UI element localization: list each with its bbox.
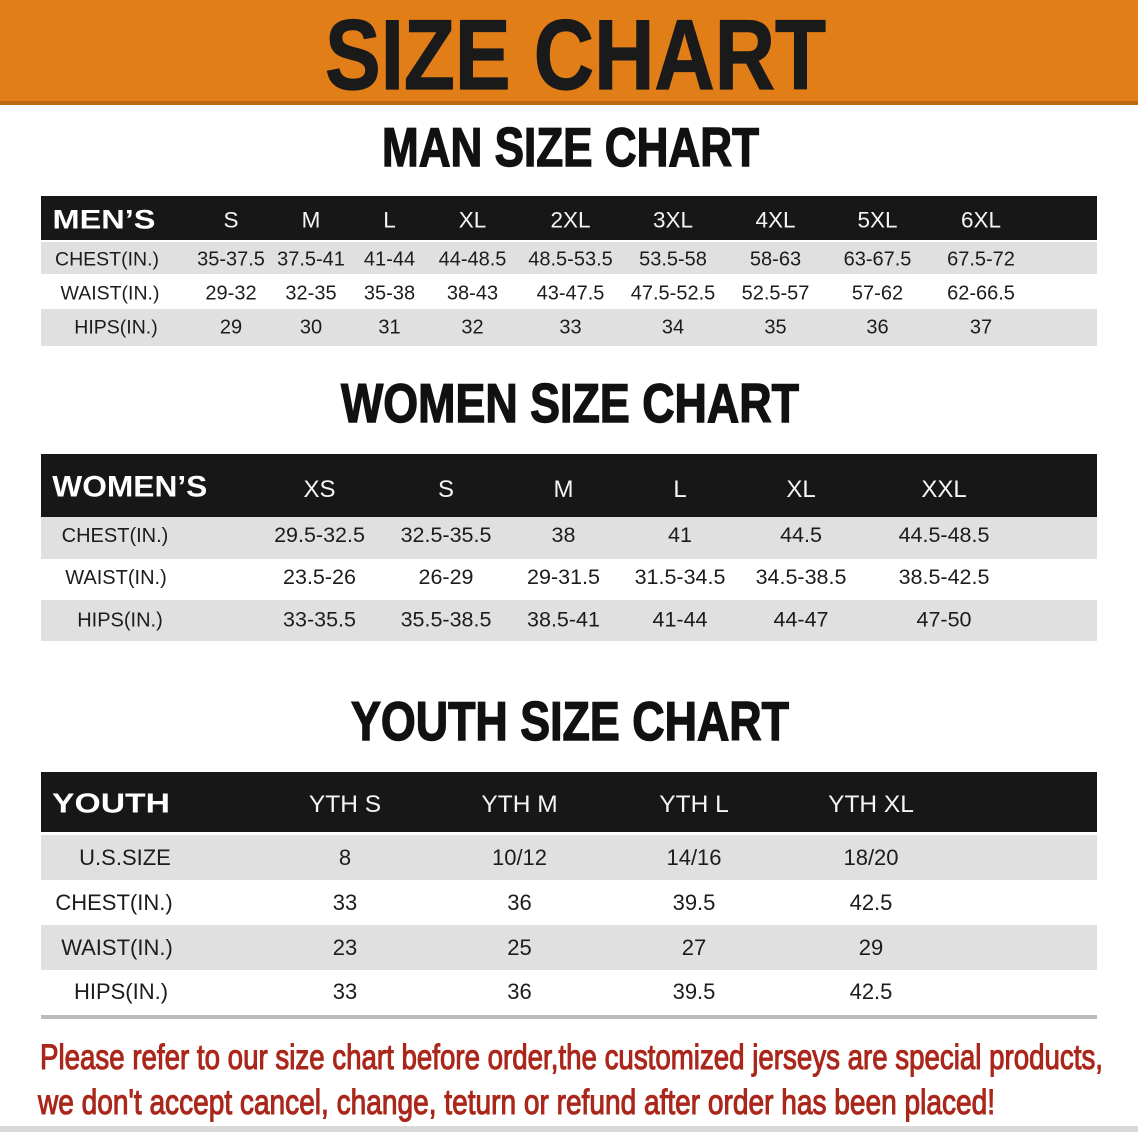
svg-text:29: 29	[220, 317, 242, 339]
svg-text:31: 31	[378, 317, 400, 339]
svg-text:36: 36	[507, 890, 531, 915]
svg-text:WAIST(IN.): WAIST(IN.)	[65, 567, 166, 589]
svg-text:Please refer to our size chart: Please refer to our size chart before or…	[40, 1037, 1103, 1077]
svg-text:SIZE CHART: SIZE CHART	[325, 0, 826, 110]
svg-text:29.5-32.5: 29.5-32.5	[274, 523, 365, 547]
svg-text:39.5: 39.5	[673, 979, 716, 1004]
svg-text:M: M	[554, 476, 574, 503]
svg-text:18/20: 18/20	[843, 845, 898, 870]
svg-text:44-47: 44-47	[774, 608, 829, 632]
svg-text:38-43: 38-43	[447, 283, 498, 305]
svg-text:32-35: 32-35	[285, 283, 336, 305]
svg-text:WAIST(IN.): WAIST(IN.)	[61, 935, 173, 960]
svg-text:HIPS(IN.): HIPS(IN.)	[77, 610, 163, 632]
svg-text:8: 8	[339, 845, 351, 870]
svg-text:WAIST(IN.): WAIST(IN.)	[61, 283, 160, 305]
svg-text:57-62: 57-62	[852, 283, 903, 305]
svg-text:58-63: 58-63	[750, 249, 801, 271]
svg-text:XL: XL	[786, 476, 815, 503]
svg-text:63-67.5: 63-67.5	[844, 249, 912, 271]
svg-text:25: 25	[507, 935, 531, 960]
svg-text:34.5-38.5: 34.5-38.5	[756, 565, 847, 589]
svg-text:32.5-35.5: 32.5-35.5	[401, 523, 492, 547]
svg-text:YTH S: YTH S	[309, 791, 381, 818]
svg-text:52.5-57: 52.5-57	[742, 283, 810, 305]
svg-text:S: S	[438, 476, 454, 503]
svg-text:we don't accept cancel, change: we don't accept cancel, change, teturn o…	[37, 1082, 995, 1122]
svg-text:29-32: 29-32	[205, 283, 256, 305]
svg-text:YTH XL: YTH XL	[828, 791, 914, 818]
svg-text:44.5-48.5: 44.5-48.5	[899, 523, 990, 547]
svg-text:S: S	[223, 208, 238, 233]
svg-text:14/16: 14/16	[666, 845, 721, 870]
svg-text:HIPS(IN.): HIPS(IN.)	[74, 979, 168, 1004]
svg-text:39.5: 39.5	[673, 890, 716, 915]
svg-text:38.5-42.5: 38.5-42.5	[899, 565, 990, 589]
svg-text:CHEST(IN.): CHEST(IN.)	[62, 525, 169, 547]
svg-text:MEN’S: MEN’S	[53, 205, 156, 235]
svg-text:L: L	[383, 208, 396, 233]
svg-text:3XL: 3XL	[653, 208, 693, 233]
svg-text:44.5: 44.5	[780, 523, 822, 547]
svg-text:38.5-41: 38.5-41	[527, 608, 600, 632]
svg-text:XL: XL	[459, 208, 487, 233]
svg-text:44-48.5: 44-48.5	[439, 249, 507, 271]
svg-text:38: 38	[552, 523, 576, 547]
svg-text:26-29: 26-29	[419, 565, 474, 589]
svg-text:YTH L: YTH L	[659, 791, 728, 818]
svg-text:36: 36	[866, 317, 888, 339]
svg-text:37.5-41: 37.5-41	[277, 249, 345, 271]
svg-text:23.5-26: 23.5-26	[283, 565, 356, 589]
svg-text:67.5-72: 67.5-72	[947, 249, 1015, 271]
svg-text:XS: XS	[303, 476, 335, 503]
svg-text:35-37.5: 35-37.5	[197, 249, 265, 271]
svg-text:23: 23	[333, 935, 357, 960]
svg-text:42.5: 42.5	[850, 890, 893, 915]
svg-text:30: 30	[300, 317, 322, 339]
svg-text:CHEST(IN.): CHEST(IN.)	[55, 890, 172, 915]
svg-text:2XL: 2XL	[550, 208, 590, 233]
svg-text:L: L	[673, 476, 686, 503]
svg-text:29: 29	[859, 935, 883, 960]
svg-text:33-35.5: 33-35.5	[283, 608, 356, 632]
svg-text:33: 33	[333, 979, 357, 1004]
svg-text:4XL: 4XL	[755, 208, 795, 233]
svg-text:YTH M: YTH M	[481, 791, 557, 818]
svg-text:YOUTH: YOUTH	[52, 788, 170, 819]
svg-text:CHEST(IN.): CHEST(IN.)	[55, 249, 159, 271]
svg-text:35-38: 35-38	[364, 283, 415, 305]
svg-text:62-66.5: 62-66.5	[947, 283, 1015, 305]
svg-text:41: 41	[668, 523, 692, 547]
svg-text:32: 32	[461, 317, 483, 339]
svg-text:XXL: XXL	[921, 476, 966, 503]
svg-text:34: 34	[662, 317, 684, 339]
svg-text:35: 35	[764, 317, 786, 339]
svg-text:33: 33	[333, 890, 357, 915]
svg-text:10/12: 10/12	[492, 845, 547, 870]
svg-text:M: M	[302, 208, 321, 233]
svg-text:41-44: 41-44	[653, 608, 708, 632]
svg-text:53.5-58: 53.5-58	[639, 249, 707, 271]
svg-text:35.5-38.5: 35.5-38.5	[401, 608, 492, 632]
svg-text:WOMEN SIZE CHART: WOMEN SIZE CHART	[341, 372, 799, 434]
svg-text:37: 37	[970, 317, 992, 339]
svg-text:43-47.5: 43-47.5	[537, 283, 605, 305]
svg-text:6XL: 6XL	[961, 208, 1001, 233]
svg-text:MAN SIZE CHART: MAN SIZE CHART	[382, 116, 759, 178]
svg-text:U.S.SIZE: U.S.SIZE	[79, 845, 171, 870]
svg-text:48.5-53.5: 48.5-53.5	[528, 249, 613, 271]
svg-text:27: 27	[682, 935, 706, 960]
svg-text:YOUTH SIZE CHART: YOUTH SIZE CHART	[351, 690, 789, 752]
svg-text:33: 33	[559, 317, 581, 339]
svg-text:36: 36	[507, 979, 531, 1004]
svg-text:47.5-52.5: 47.5-52.5	[631, 283, 716, 305]
svg-text:31.5-34.5: 31.5-34.5	[635, 565, 726, 589]
svg-text:5XL: 5XL	[857, 208, 897, 233]
svg-text:41-44: 41-44	[364, 249, 415, 271]
svg-text:29-31.5: 29-31.5	[527, 565, 600, 589]
svg-text:WOMEN’S: WOMEN’S	[52, 471, 207, 504]
svg-text:HIPS(IN.): HIPS(IN.)	[74, 317, 157, 339]
svg-text:47-50: 47-50	[917, 608, 972, 632]
svg-text:42.5: 42.5	[850, 979, 893, 1004]
